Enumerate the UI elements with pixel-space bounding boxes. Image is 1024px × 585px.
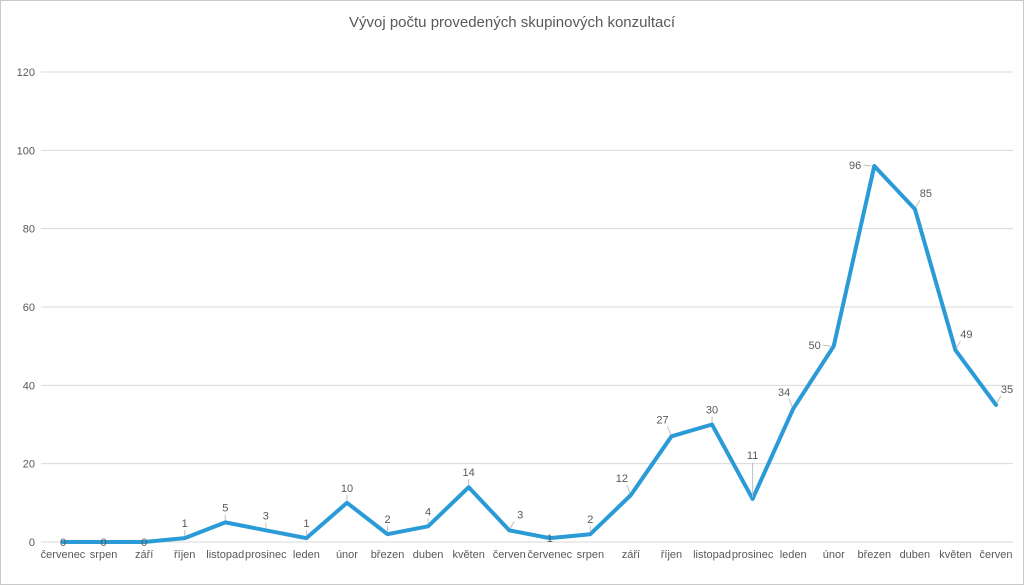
leader-lines [184,164,1002,537]
leader-line [667,426,671,435]
data-label: 14 [463,467,475,479]
leader-line [915,199,921,208]
leader-line [822,344,831,347]
data-label: 96 [849,160,861,172]
data-label: 27 [656,414,668,426]
x-tick-label: říjen [661,549,682,561]
x-tick-label: březen [857,549,891,561]
x-tick-label: prosinec [732,549,774,561]
data-label: 0 [101,537,107,549]
x-tick-label: leden [780,549,807,561]
x-tick-label: duben [413,549,444,561]
x-tick-label: červenec [527,549,572,561]
data-label: 35 [1001,384,1013,396]
data-label: 10 [341,483,353,495]
data-label: 50 [808,340,820,352]
y-tick-label: 120 [17,67,35,79]
data-label: 3 [517,509,523,521]
data-label: 11 [747,450,758,462]
x-tick-label: březen [371,549,405,561]
chart-title: Vývoj počtu provedených skupinových konz… [348,14,675,31]
data-label: 12 [616,473,628,485]
x-tick-label: červenec [41,549,86,561]
x-axis-labels: červenec srpen září říjen listopad prosinec le… [41,549,1013,561]
leader-line [626,484,631,494]
y-axis-labels: 0 20 40 60 80 100 120 [17,67,35,549]
data-label: 5 [222,502,228,514]
data-label: 1 [303,518,309,530]
leader-line [956,340,961,349]
data-label: 2 [384,514,390,526]
x-tick-label: únor [336,549,358,561]
x-tick-label: červen [979,549,1012,561]
y-tick-label: 80 [23,224,35,236]
gridlines [41,71,1013,543]
x-tick-label: říjen [174,549,195,561]
data-label: 3 [263,510,269,522]
leader-line [788,398,793,408]
series-line [61,164,998,544]
data-label: 4 [425,506,431,518]
x-tick-label: listopad [693,549,731,561]
x-tick-label: únor [823,549,845,561]
data-label: 30 [706,405,718,417]
x-tick-label: leden [293,549,320,561]
x-tick-label: červen [493,549,526,561]
x-tick-label: srpen [90,549,118,561]
data-label: 0 [141,537,147,549]
y-tick-label: 40 [23,380,35,392]
data-label: 1 [182,518,188,530]
data-label: 34 [778,387,790,399]
y-tick-label: 100 [17,145,35,157]
data-label: 2 [587,514,593,526]
leader-line [509,521,515,529]
x-tick-label: listopad [206,549,244,561]
x-tick-label: duben [900,549,931,561]
x-tick-label: září [135,549,153,561]
data-label: 0 [60,537,66,549]
leader-line [996,395,1002,404]
y-tick-label: 60 [23,302,35,314]
x-tick-label: květen [939,549,971,561]
data-label: 1 [547,533,553,545]
x-tick-label: září [622,549,640,561]
data-label: 85 [920,188,932,200]
x-tick-label: květen [452,549,484,561]
y-tick-label: 0 [29,537,35,549]
x-tick-label: srpen [577,549,605,561]
data-label: 49 [960,329,972,341]
x-tick-label: prosinec [245,549,287,561]
leader-line [863,164,872,167]
series [61,164,998,544]
y-tick-label: 20 [23,459,35,471]
